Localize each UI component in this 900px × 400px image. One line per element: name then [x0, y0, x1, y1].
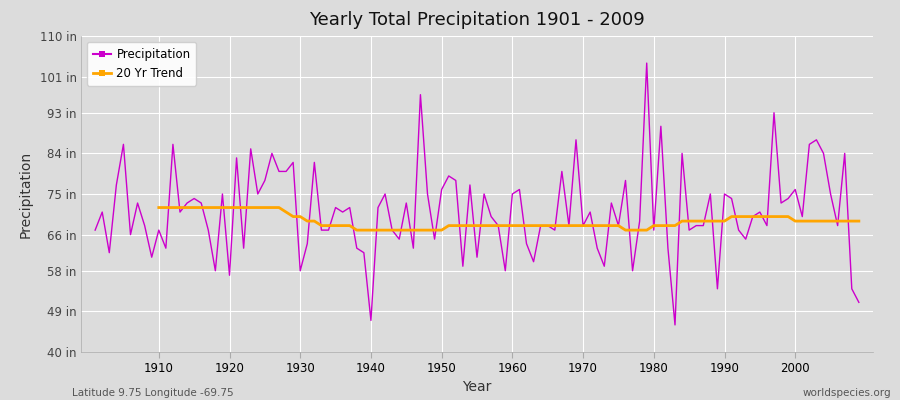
Text: Latitude 9.75 Longitude -69.75: Latitude 9.75 Longitude -69.75 — [72, 388, 234, 398]
Text: worldspecies.org: worldspecies.org — [803, 388, 891, 398]
X-axis label: Year: Year — [463, 380, 491, 394]
Title: Yearly Total Precipitation 1901 - 2009: Yearly Total Precipitation 1901 - 2009 — [309, 11, 645, 29]
Legend: Precipitation, 20 Yr Trend: Precipitation, 20 Yr Trend — [87, 42, 196, 86]
Y-axis label: Precipitation: Precipitation — [19, 150, 33, 238]
